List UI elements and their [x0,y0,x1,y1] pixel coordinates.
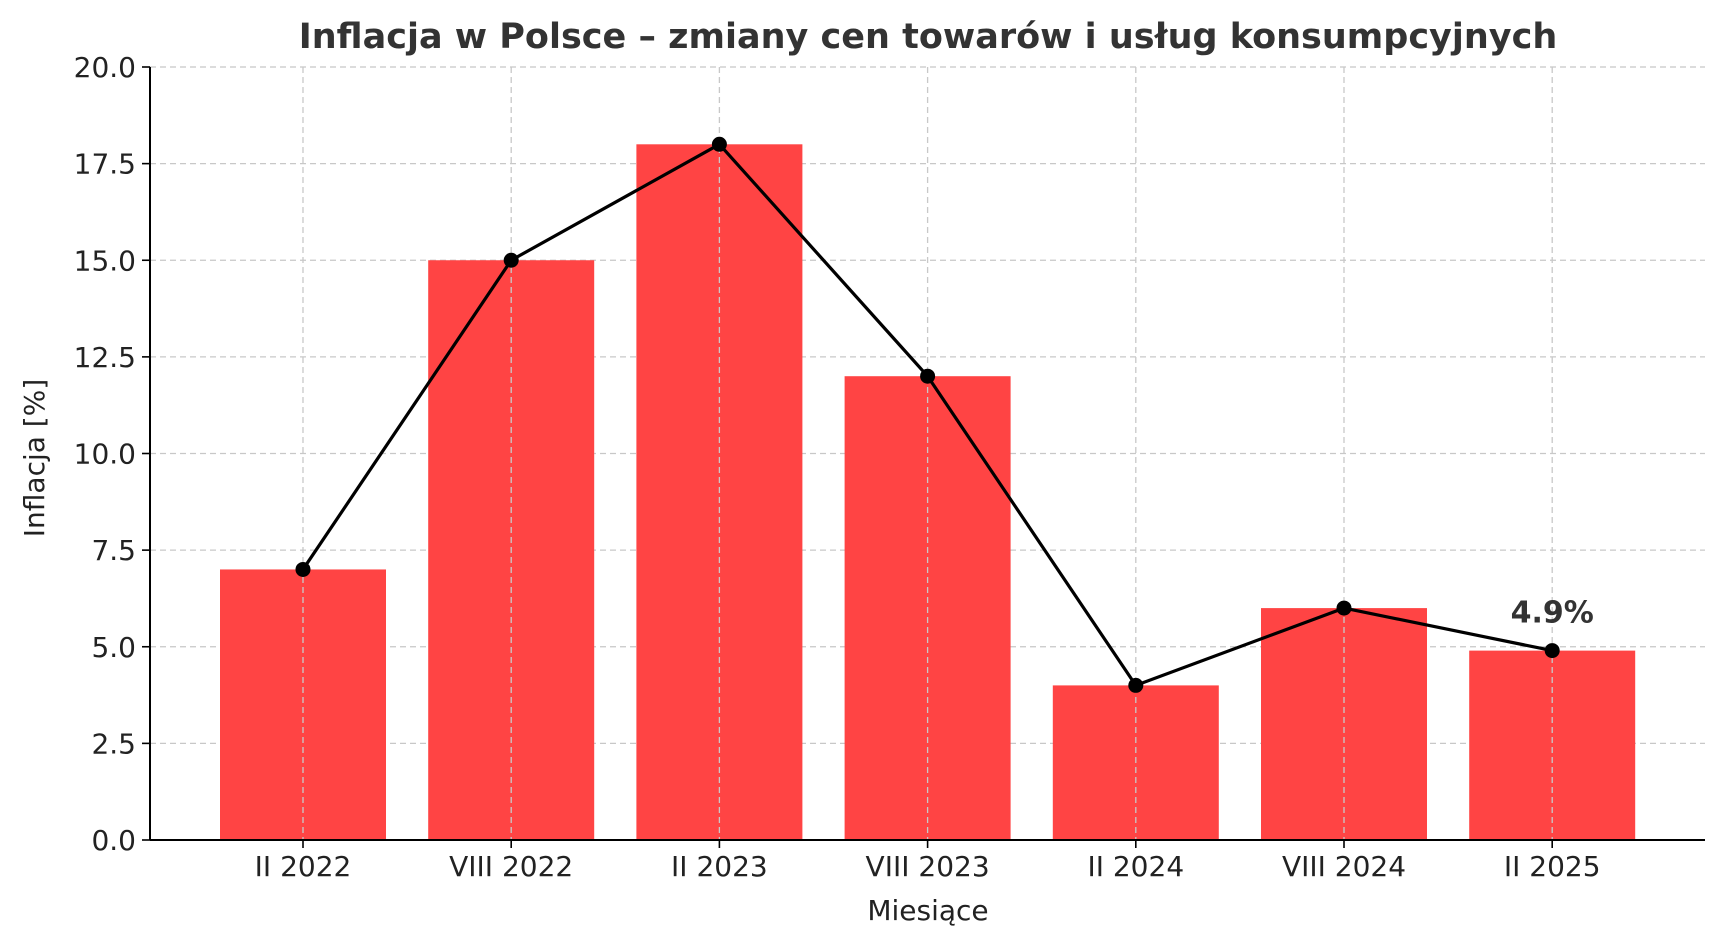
chart-title: Inflacja w Polsce – zmiany cen towarów i… [299,17,1558,57]
x-tick-label: VIII 2024 [1282,850,1406,883]
x-tick-label: II 2025 [1504,850,1601,883]
x-tick-label: VIII 2023 [866,850,990,883]
x-axis-label: Miesiące [867,894,988,927]
line-point [1128,677,1144,693]
y-tick-label: 7.5 [91,534,136,567]
y-tick-label: 20.0 [74,51,136,84]
y-tick-label: 2.5 [91,727,136,760]
ticks-layer: 0.0 2.5 5.0 7.5 10.0 12.5 15.0 17.5 20.0 II 2022 V… [74,51,1601,883]
bar [220,569,386,840]
value-annotation: 4.9% [1511,596,1594,631]
y-tick-label: 17.5 [74,148,136,181]
y-tick-label: 5.0 [91,631,136,664]
bars-layer [220,67,1636,841]
line-layer [295,136,1560,693]
line-point [295,561,311,577]
line-point [920,368,936,384]
x-tick-label: VIII 2022 [449,850,573,883]
line-point [1544,643,1560,659]
line-point [503,252,519,268]
x-tick-label: II 2022 [255,850,352,883]
y-tick-label: 15.0 [74,244,136,277]
line-point [711,136,727,152]
x-tick-label: II 2023 [671,850,768,883]
y-tick-label: 12.5 [74,341,136,374]
y-tick-label: 10.0 [74,438,136,471]
annotation-layer: 4.9% [1511,596,1594,631]
x-tick-label: II 2024 [1087,850,1184,883]
y-tick-label: 0.0 [91,824,136,857]
line-point [1336,600,1352,616]
y-axis-label: Inflacja [%] [18,379,51,537]
